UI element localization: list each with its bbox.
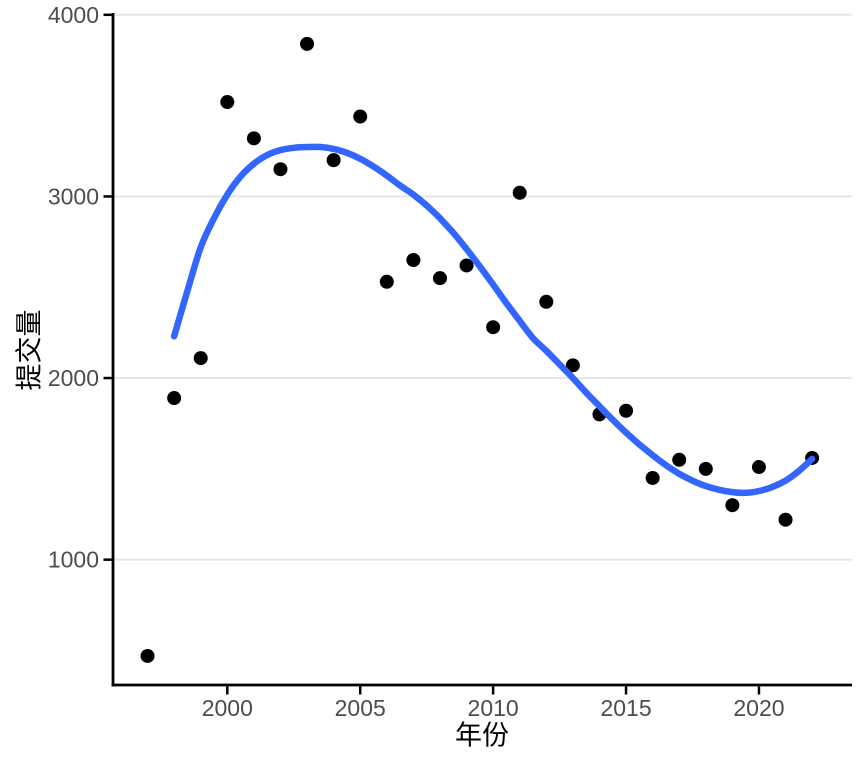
data-point [539, 294, 554, 309]
data-point [725, 498, 740, 513]
y-tick-label-1000: 1000 [48, 547, 99, 573]
data-point [300, 36, 315, 51]
x-tick-label-2015: 2015 [600, 695, 651, 721]
data-point [379, 274, 394, 289]
data-point [220, 94, 235, 109]
data-point [698, 461, 713, 476]
y-axis-title: 提交量 [14, 309, 45, 391]
data-point [565, 358, 580, 373]
data-point [406, 253, 421, 268]
data-point [167, 391, 182, 406]
data-point [326, 153, 341, 168]
smooth-trend-line [170, 143, 816, 497]
data-point [140, 648, 155, 663]
data-point [751, 460, 766, 475]
data-point [619, 403, 634, 418]
data-point [672, 452, 687, 467]
data-point [432, 271, 447, 286]
y-tick-label-2000: 2000 [48, 365, 99, 391]
x-tick-label-2005: 2005 [335, 695, 386, 721]
data-point [645, 470, 660, 485]
x-axis-title: 年份 [455, 720, 509, 751]
y-tick-label-3000: 3000 [48, 183, 99, 209]
data-point [512, 185, 527, 200]
data-point [246, 131, 261, 146]
y-tick-label-4000: 4000 [48, 2, 99, 28]
data-point [353, 109, 368, 124]
data-point [486, 320, 501, 335]
data-point [273, 162, 288, 177]
data-point [459, 258, 474, 273]
data-point [193, 351, 208, 366]
x-tick-label-2010: 2010 [468, 695, 519, 721]
data-point [778, 512, 793, 527]
x-tick-label-2000: 2000 [202, 695, 253, 721]
x-tick-label-2020: 2020 [733, 695, 784, 721]
